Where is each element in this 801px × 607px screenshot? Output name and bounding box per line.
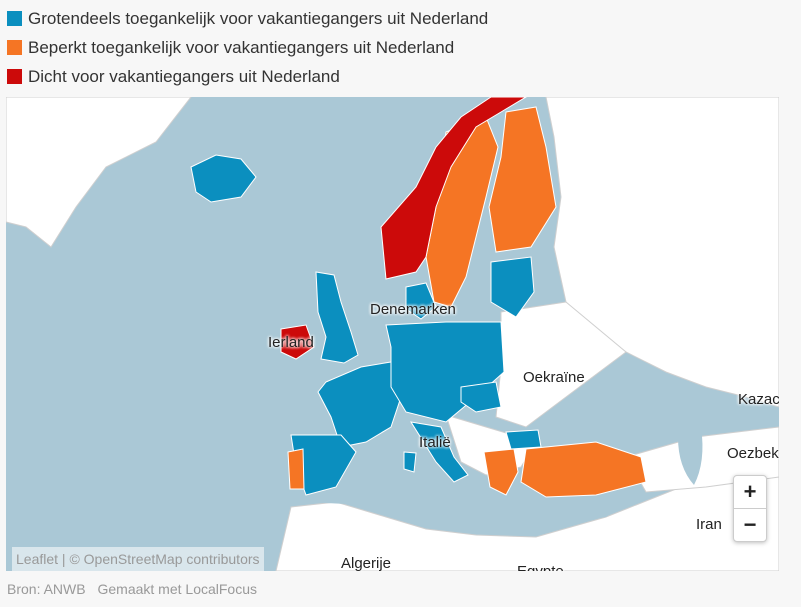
label-algeria: Algerije (341, 555, 392, 571)
label-denmark: Denemarken (370, 301, 456, 318)
country-bulgaria (505, 429, 542, 450)
map-canvas[interactable] (6, 97, 779, 571)
footer: Bron: ANWB Gemaakt met LocalFocus (7, 581, 257, 597)
legend-label-closed: Dicht voor vakantiegangers uit Nederland (28, 66, 340, 86)
label-iran: Iran (696, 516, 722, 533)
zoom-in-button[interactable]: + (743, 479, 757, 504)
legend-item-open: Grotendeels toegankelijk voor vakantiega… (7, 4, 488, 33)
label-egypt: Egypte (517, 563, 564, 571)
legend-label-limited: Beperkt toegankelijk voor vakantieganger… (28, 37, 455, 57)
map-attribution[interactable]: Leaflet | © OpenStreetMap contributors (12, 547, 264, 571)
label-kazakhstan: Kazac (738, 391, 779, 408)
zoom-control: + − (733, 475, 767, 542)
legend-label-open: Grotendeels toegankelijk voor vakantiega… (28, 8, 489, 28)
country-sardinia (403, 451, 417, 473)
country-iceland (190, 154, 257, 203)
country-portugal (287, 448, 305, 490)
greenland-land (6, 97, 192, 248)
zoom-out-button[interactable]: − (734, 508, 766, 541)
mediterranean-sea (306, 462, 636, 529)
label-uzbekistan: Oezbek (727, 445, 779, 462)
country-turkey (520, 441, 647, 498)
legend-item-limited: Beperkt toegankelijk voor vakantieganger… (7, 33, 488, 62)
country-baltics (490, 256, 535, 318)
caspian-sea (676, 401, 703, 485)
legend-swatch-closed (7, 69, 22, 84)
black-sea (541, 412, 622, 452)
made-with-link[interactable]: Gemaakt met LocalFocus (97, 581, 257, 597)
country-ireland (280, 324, 315, 360)
country-italy (409, 421, 469, 483)
country-romania (460, 381, 502, 413)
country-finland (488, 106, 557, 253)
country-norway (380, 97, 527, 280)
label-ireland: Ierland (268, 334, 314, 351)
legend-swatch-open (7, 11, 22, 26)
country-greece (483, 448, 519, 496)
country-france (317, 361, 402, 448)
label-italy: Italië (419, 434, 451, 451)
legend: Grotendeels toegankelijk voor vakantiega… (7, 4, 488, 91)
source-text: Bron: ANWB (7, 581, 86, 597)
label-ukraine: Oekraïne (523, 369, 585, 386)
legend-item-closed: Dicht voor vakantiegangers uit Nederland (7, 62, 488, 91)
legend-swatch-limited (7, 40, 22, 55)
country-uk (315, 271, 359, 364)
map-container[interactable]: Denemarken Ierland Oekraïne Kazac Oezbek… (6, 97, 779, 571)
country-denmark (405, 282, 437, 320)
